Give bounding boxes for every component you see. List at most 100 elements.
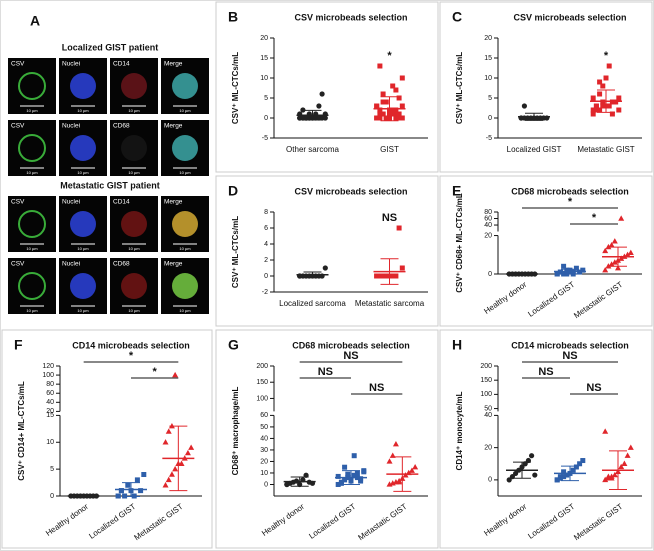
point <box>392 440 399 447</box>
chart: G CD68 microbeads selection CD68⁺ macropha… <box>215 329 439 549</box>
point <box>374 115 380 121</box>
x-tick-label: Metastatic GIST <box>572 280 624 320</box>
point <box>618 463 625 470</box>
y-tick-label: 20 <box>484 444 492 451</box>
point <box>390 107 396 113</box>
point <box>399 115 405 121</box>
channel-label: CSV <box>11 123 25 130</box>
chart: H CD14 microbeads selection CD14⁺ monocyte… <box>439 329 653 549</box>
channel-label: CSV <box>11 61 25 68</box>
significance: * <box>568 196 573 208</box>
panel-frame <box>439 1 653 173</box>
y-tick-label: 0 <box>264 481 268 488</box>
point <box>580 267 586 273</box>
y-tick-label: 40 <box>46 399 54 406</box>
point <box>605 243 612 250</box>
point <box>613 99 619 105</box>
point <box>361 469 367 475</box>
point <box>573 265 579 271</box>
chart: C CSV microbeads selection CSV⁺ ML-CTCs/mL… <box>439 1 653 173</box>
panel-a: A Localized GIST patient Metastatic GIST… <box>30 13 160 191</box>
point <box>390 111 396 117</box>
point <box>115 493 121 499</box>
y-tick-label: 0 <box>50 493 54 500</box>
panel-frame <box>215 1 439 173</box>
chart-title: CD68 microbeads selection <box>511 186 629 196</box>
point <box>377 63 383 69</box>
x-tick-label: Other sarcoma <box>286 145 339 154</box>
point <box>624 251 631 257</box>
x-tick-label: Localized GIST <box>307 502 357 541</box>
scale-label: 10 µm <box>128 170 140 175</box>
point <box>338 480 344 486</box>
significance: NS <box>562 350 577 362</box>
panel-label: F <box>14 337 23 353</box>
chart-title: CD68 microbeads selection <box>292 340 410 350</box>
point <box>118 488 124 494</box>
panel-label: C <box>452 9 462 25</box>
micrograph <box>8 258 56 314</box>
channel-label: CD68 <box>113 123 130 130</box>
y-tick-label: 5 <box>264 95 268 102</box>
panel-frame <box>439 329 653 549</box>
scale-label: 10 µm <box>179 108 191 113</box>
point <box>377 273 383 279</box>
scale-label: 10 µm <box>26 308 38 313</box>
point <box>554 271 560 277</box>
point <box>529 453 535 459</box>
point <box>335 481 341 487</box>
y-tick-label: 200 <box>480 363 492 370</box>
chart: F CD14 microbeads selection CSV⁺ CD14+ ML-… <box>1 329 213 549</box>
point <box>141 472 147 478</box>
chart-title: CD14 microbeads selection <box>72 340 190 350</box>
x-tick-label: Localized sarcoma <box>279 299 346 308</box>
significance: NS <box>586 382 601 394</box>
point <box>393 111 399 117</box>
point <box>412 464 419 470</box>
point <box>564 267 570 273</box>
y-tick-label: 200 <box>256 363 268 370</box>
scale-label: 10 µm <box>26 108 38 113</box>
group-title: Localized GIST patient <box>62 42 159 52</box>
scale-label: 10 µm <box>77 170 89 175</box>
point <box>605 263 612 269</box>
scale-label: 10 µm <box>179 246 191 251</box>
y-tick-label: 20 <box>260 458 268 465</box>
point <box>396 111 402 117</box>
chart-title: CSV microbeads selection <box>294 12 407 22</box>
y-tick-label: 60 <box>484 215 492 222</box>
point <box>396 225 402 231</box>
chart-title: CD14 microbeads selection <box>511 340 629 350</box>
y-tick-label: 20 <box>484 232 492 239</box>
point <box>380 99 386 105</box>
y-tick-label: -5 <box>262 135 268 142</box>
channel-label: CD14 <box>113 199 130 206</box>
cell <box>18 210 46 238</box>
significance: NS <box>318 366 333 378</box>
x-tick-label: Localized GIST <box>526 502 576 541</box>
point <box>380 91 386 97</box>
panel-frame <box>439 175 653 327</box>
group-title: Metastatic GIST patient <box>60 180 160 190</box>
point <box>580 458 586 464</box>
significance: * <box>387 50 392 62</box>
panel-label: D <box>228 183 238 199</box>
point <box>165 428 172 434</box>
point <box>590 111 596 117</box>
point <box>306 115 312 121</box>
point <box>172 371 179 378</box>
y-tick-label: 60 <box>46 390 54 397</box>
point <box>513 470 519 477</box>
point <box>570 467 576 473</box>
point <box>521 103 528 109</box>
y-tick-label: 50 <box>484 405 492 412</box>
point <box>602 476 609 483</box>
point <box>616 95 622 101</box>
y-tick-label: 0 <box>264 273 268 280</box>
scale-label: 10 µm <box>26 170 38 175</box>
point <box>351 472 357 478</box>
significance: * <box>129 350 134 362</box>
significance: NS <box>538 366 553 378</box>
y-tick-label: 60 <box>260 412 268 419</box>
point <box>162 439 169 445</box>
